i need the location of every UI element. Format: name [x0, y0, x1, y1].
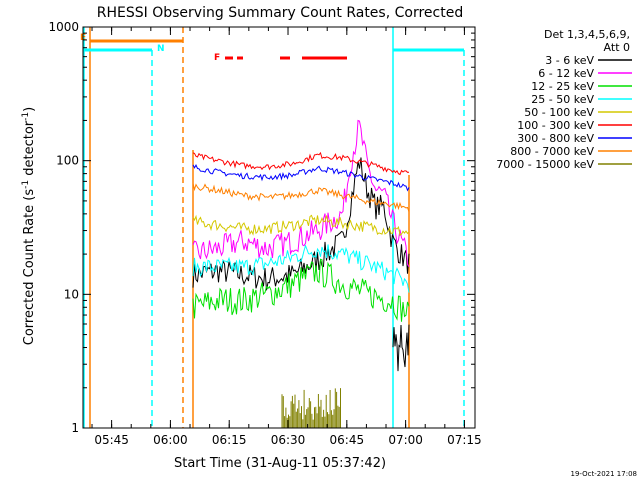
series-25-50-kev-line	[192, 244, 410, 293]
legend-entry-label: 12 - 25 keV	[531, 80, 594, 93]
y-tick-label: 1000	[48, 20, 79, 34]
y-label-exp-2: -1	[21, 112, 31, 121]
y-tick-label: 10	[64, 287, 79, 301]
legend-entry-label: 7000 - 15000 keV	[496, 158, 594, 171]
annotation-f: F	[214, 53, 220, 63]
series-6-12-kev-line	[192, 119, 410, 268]
x-tick-label: 06:00	[153, 433, 188, 447]
series-12-25-kev-line	[192, 258, 410, 322]
series-100-300-kev-line	[192, 151, 410, 176]
legend-header-detectors: Det 1,3,4,5,6,9,	[544, 28, 630, 41]
series-3-6-kev-tail	[392, 324, 410, 372]
y-label-exp-1: -1	[21, 180, 31, 189]
legend-entry-label: 3 - 6 keV	[545, 54, 594, 67]
axes-layer: 1 10 100 1000 05:45 06:00 06:15 06:30 06:45 07:00…	[48, 20, 481, 447]
annotation-n: N	[157, 44, 165, 54]
chart-title: RHESSI Observing Summary Count Rates, Co…	[97, 5, 463, 21]
y-tick-label: 1	[71, 421, 79, 435]
plot-layer: ENF	[80, 27, 465, 428]
x-tick-label: 05:45	[94, 433, 129, 447]
x-tick-label: 06:45	[330, 433, 365, 447]
series-800-7000-kev-line	[192, 183, 410, 212]
legend-entry-label: 25 - 50 keV	[531, 93, 594, 106]
y-label-part-3: )	[22, 107, 37, 112]
series-300-800-kev-line	[192, 163, 410, 192]
series-50-100-kev-line	[192, 214, 410, 237]
series-3-6-kev-line	[192, 157, 410, 291]
timestamp: 19-Oct-2021 17:08	[571, 470, 637, 478]
legend-entry-label: 100 - 300 keV	[517, 119, 594, 132]
y-tick-label: 100	[56, 154, 79, 168]
y-label-part-1: Corrected Count Rate (s	[22, 189, 37, 346]
plot-frame	[82, 26, 476, 429]
legend-entry-label: 50 - 100 keV	[524, 106, 594, 119]
x-tick-label: 06:15	[212, 433, 247, 447]
y-axis-label: Corrected Count Rate (s-1 detector-1)	[21, 107, 37, 345]
y-label-part-2: detector	[22, 120, 37, 180]
x-tick-label: 06:30	[271, 433, 306, 447]
x-tick-label: 07:00	[388, 433, 423, 447]
legend-header-attenuator: Att 0	[604, 41, 630, 54]
legend-entry-label: 800 - 7000 keV	[510, 145, 594, 158]
x-axis-label: Start Time (31-Aug-11 05:37:42)	[174, 456, 386, 471]
legend-entry-label: 300 - 800 keV	[517, 132, 594, 145]
x-tick-label: 07:15	[447, 433, 482, 447]
legend-entry-label: 6 - 12 keV	[538, 67, 594, 80]
